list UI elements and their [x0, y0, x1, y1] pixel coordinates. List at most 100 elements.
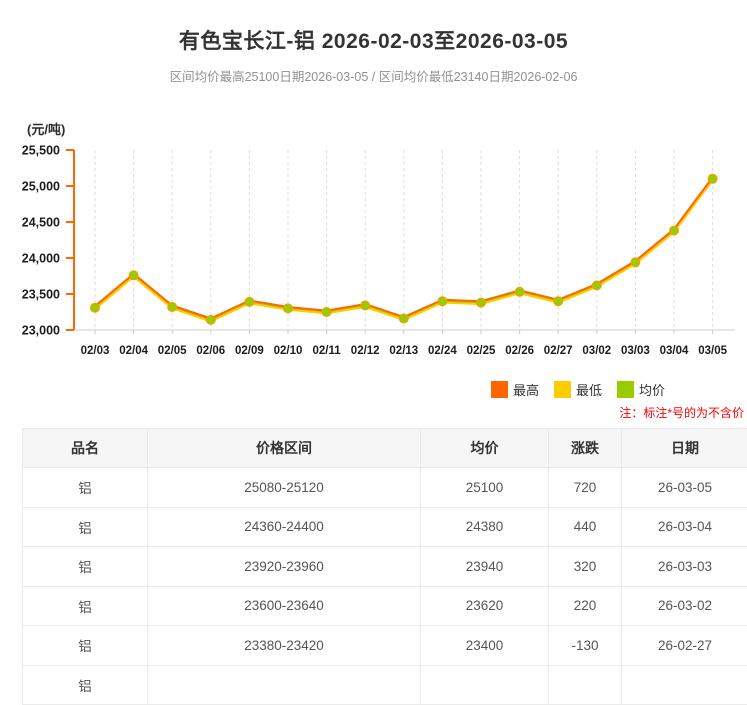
y-tick-label: 23,500	[22, 288, 60, 302]
avg-point-marker	[438, 297, 447, 306]
x-tick-label: 03/05	[698, 345, 727, 357]
footnote: 注：标注*号的为不含价	[619, 404, 744, 421]
x-tick-label: 02/04	[119, 345, 148, 357]
y-tick-label: 25,000	[22, 180, 60, 194]
table-cell-change	[549, 665, 622, 705]
page-subtitle: 区间均价最高25100日期2026-03-05 / 区间均价最低23140日期2…	[0, 66, 747, 85]
avg-point-marker	[631, 258, 640, 267]
table-cell-avg-price: 23940	[421, 547, 549, 587]
table-cell-product: 铝	[23, 547, 148, 587]
x-tick-label: 02/24	[428, 345, 457, 357]
table-cell-change: 320	[549, 547, 622, 587]
table-cell-change: -130	[549, 626, 622, 666]
table-cell-price-range: 23920-23960	[148, 547, 421, 587]
y-tick-label: 25,500	[22, 144, 60, 158]
table-cell-product: 铝	[23, 626, 148, 666]
avg-point-marker	[670, 226, 679, 235]
table-cell-price-range: 23380-23420	[148, 626, 421, 666]
x-tick-label: 02/26	[505, 345, 534, 357]
table-cell-price-range: 24360-24400	[148, 507, 421, 547]
avg-point-marker	[284, 304, 293, 313]
x-tick-label: 03/02	[582, 345, 611, 357]
legend-label: 均价	[639, 380, 665, 399]
column-header-price-range: 价格区间	[148, 429, 421, 468]
table-cell-change: 220	[549, 586, 622, 626]
table-cell-date: 26-03-05	[622, 468, 747, 508]
table-cell-product: 铝	[23, 586, 148, 626]
avg-point-marker	[129, 271, 138, 280]
table-cell-change: 440	[549, 507, 622, 547]
x-tick-label: 03/04	[660, 345, 689, 357]
table-cell-avg-price: 23620	[421, 586, 549, 626]
table-cell-date	[622, 665, 747, 705]
x-tick-label: 02/13	[389, 345, 418, 357]
x-tick-label: 02/27	[544, 345, 573, 357]
table-cell-avg-price: 25100	[421, 468, 549, 508]
column-header-date: 日期	[622, 429, 747, 468]
column-header-product: 品名	[23, 429, 148, 468]
avg-point-marker	[708, 174, 717, 183]
y-tick-label: 24,500	[22, 216, 60, 230]
table-cell-date: 26-02-27	[622, 626, 747, 666]
avg-point-marker	[322, 308, 331, 317]
table-cell-product: 铝	[23, 468, 148, 508]
legend-swatch-icon	[617, 381, 634, 398]
x-tick-label: 02/11	[313, 345, 342, 357]
y-axis: 23,000 23,500 24,000 24,500 25,000 25,500	[22, 144, 74, 338]
column-header-avg-price: 均价	[421, 429, 549, 468]
table-cell-date: 26-03-02	[622, 586, 747, 626]
x-tick-label: 02/25	[467, 345, 496, 357]
y-tick-label: 24,000	[22, 252, 60, 266]
avg-point-marker	[168, 303, 177, 312]
legend-item-low: 最低	[554, 380, 602, 399]
x-tick-label: 02/03	[81, 345, 110, 357]
legend-swatch-icon	[554, 381, 571, 398]
chart-legend: 最高 最低 均价	[491, 380, 665, 399]
table-cell-price-range: 23600-23640	[148, 586, 421, 626]
avg-point-marker	[245, 297, 254, 306]
y-tick-label: 23,000	[22, 324, 60, 338]
avg-point-marker	[206, 315, 215, 324]
x-axis: 02/03 02/04 02/05 02/06 02/09 02/10 02/11 02/12…	[74, 330, 735, 357]
legend-item-high: 最高	[491, 380, 539, 399]
table-cell-price-range	[148, 665, 421, 705]
table-cell-change: 720	[549, 468, 622, 508]
avg-point-marker	[515, 287, 524, 296]
avg-point-marker	[91, 303, 100, 312]
table-header-row: 品名价格区间均价涨跌日期	[23, 429, 747, 468]
x-tick-label: 02/09	[235, 345, 264, 357]
x-tick-label: 03/03	[621, 345, 650, 357]
legend-label: 最高	[513, 380, 539, 399]
table-cell-avg-price	[421, 665, 549, 705]
avg-point-marker	[554, 297, 563, 306]
x-tick-label: 02/05	[158, 345, 187, 357]
price-trend-chart: 02/03 02/04 02/05 02/06 02/09 02/10 02/11 02/12…	[0, 110, 747, 370]
table-cell-price-range: 25080-25120	[148, 468, 421, 508]
legend-item-avg: 均价	[617, 380, 665, 399]
table-cell-avg-price: 23400	[421, 626, 549, 666]
column-header-change: 涨跌	[549, 429, 622, 468]
legend-swatch-icon	[491, 381, 508, 398]
table-cell-date: 26-03-03	[622, 547, 747, 587]
avg-point-marker	[592, 281, 601, 290]
avg-point-marker	[361, 301, 370, 310]
x-tick-label: 02/06	[196, 345, 225, 357]
table-row: 铝	[23, 665, 747, 705]
table-cell-date: 26-03-04	[622, 507, 747, 547]
x-tick-label: 02/10	[274, 345, 303, 357]
table-cell-product: 铝	[23, 665, 148, 705]
table-cell-avg-price: 24380	[421, 507, 549, 547]
avg-point-marker	[477, 298, 486, 307]
gridlines	[95, 150, 713, 330]
avg-point-marker	[399, 314, 408, 323]
table-cell-product: 铝	[23, 507, 148, 547]
legend-label: 最低	[576, 380, 602, 399]
page-title: 有色宝长江-铝 2026-02-03至2026-03-05	[0, 25, 747, 55]
x-tick-label: 02/12	[351, 345, 380, 357]
